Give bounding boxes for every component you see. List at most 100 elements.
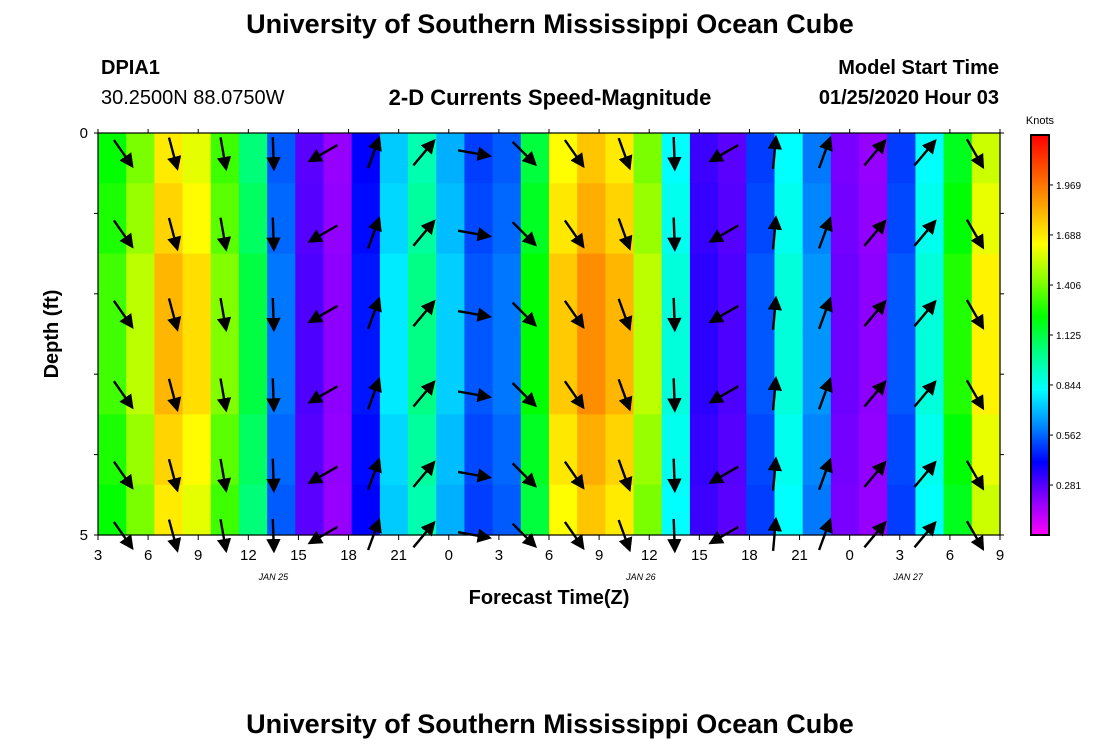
heatmap-cell [746, 183, 776, 255]
current-vector-arrow [767, 215, 783, 250]
heatmap-cell [238, 133, 268, 184]
heatmap-cell [661, 334, 691, 415]
current-vector-arrow [863, 219, 887, 247]
heatmap-cell [238, 334, 268, 415]
heatmap-cell [859, 183, 888, 255]
current-vector-arrow [863, 138, 887, 167]
heatmap-cell [238, 183, 268, 255]
heatmap-cell [182, 334, 212, 415]
heatmap-cell [549, 484, 578, 536]
current-vector-arrow [266, 217, 281, 252]
heatmap-cell [295, 253, 325, 335]
current-vector-arrow [913, 380, 937, 408]
heatmap-cell [887, 253, 917, 335]
current-vector-arrow [307, 144, 338, 163]
heatmap-cell [830, 414, 860, 486]
current-vector-arrow [965, 219, 985, 250]
heatmap-cell [830, 334, 860, 415]
heatmap-cell [746, 253, 776, 335]
heatmap-cell [633, 253, 663, 335]
heatmap-cell [887, 133, 917, 184]
heatmap-cell [154, 414, 184, 486]
x-tick-label: 0 [445, 547, 453, 564]
current-vector-arrow [617, 298, 633, 332]
current-vector-arrow [511, 140, 538, 167]
x-tick-label: 12 [240, 547, 257, 564]
heatmap-cell [633, 414, 663, 486]
y-tick-label: 0 [80, 125, 88, 142]
heatmap-cell [323, 484, 353, 536]
current-vector-arrow [112, 460, 134, 490]
date-label: JAN 26 [625, 572, 656, 582]
colorbar-label: 1.969 [1056, 181, 1081, 192]
heatmap-cell [464, 334, 494, 415]
current-vector-arrow [216, 458, 232, 493]
heatmap-cell [520, 253, 550, 335]
heatmap-cell [492, 133, 522, 184]
x-tick-label: 18 [741, 547, 758, 564]
x-tick-label: 15 [691, 547, 708, 564]
heatmap-cell [436, 484, 466, 536]
heatmap-cell [154, 334, 184, 415]
heatmap-cell [267, 484, 296, 536]
heatmap-cell [238, 253, 268, 335]
colorbar-label: 0.281 [1056, 481, 1081, 492]
colorbar-units: Knots [1026, 115, 1055, 127]
heatmap-cell [859, 484, 888, 536]
heatmap-cell [492, 334, 522, 415]
heatmap-cell [464, 183, 494, 255]
heatmap-cell [746, 334, 776, 415]
current-vector-arrow [863, 460, 887, 488]
current-vector-arrow [667, 378, 682, 413]
x-tick-label: 9 [996, 547, 1004, 564]
current-vector-arrow [457, 387, 492, 403]
heatmap-cell [408, 484, 437, 536]
heatmap-cell [182, 133, 212, 184]
heatmap-cell [718, 484, 747, 536]
current-vector-arrow [412, 138, 436, 167]
heatmap-cell [492, 183, 522, 255]
current-vector-arrow [617, 218, 633, 251]
colorbar: Knots 1.969 1.688 1.406 1.125 0.844 0.562 0.281 [1026, 115, 1081, 536]
current-vector-arrow [112, 219, 134, 249]
x-tick-label: 21 [390, 547, 407, 564]
heatmap-cell [267, 253, 296, 335]
x-tick-label: 6 [946, 547, 954, 564]
heatmap-cell [577, 484, 606, 536]
heatmap-cell [915, 334, 945, 415]
current-vector-arrow [563, 460, 585, 490]
heatmap-cell [408, 183, 437, 255]
current-vector-arrow [913, 138, 937, 167]
heatmap-cell [830, 484, 860, 536]
current-vector-arrow [457, 227, 492, 242]
current-vector-arrow [965, 299, 985, 330]
heatmap-cell [774, 183, 804, 255]
current-vector-arrow [266, 137, 281, 172]
heatmap-cell [774, 133, 804, 184]
heatmap-cell [379, 334, 409, 415]
current-vector-arrow [667, 217, 682, 252]
current-vector-arrow [112, 139, 134, 169]
heatmap-cell [351, 183, 381, 255]
x-tick-label: 18 [340, 547, 357, 564]
heatmap-cell [238, 414, 268, 486]
heatmap-cell [971, 183, 1001, 255]
heatmap-cell [182, 183, 212, 255]
heatmap-cell [379, 133, 409, 184]
heatmap-cell [98, 334, 127, 415]
heatmap-cell [746, 133, 776, 184]
heatmap-cell [323, 133, 353, 184]
heatmap-cell [915, 253, 945, 335]
heatmap-cell [830, 183, 860, 255]
y-axis: 05 [80, 125, 1004, 544]
page-title: University of Southern Mississippi Ocean… [246, 9, 854, 39]
current-vector-arrow [708, 385, 739, 404]
current-vector-arrow [817, 296, 833, 330]
station-id: DPIA1 [101, 57, 160, 79]
current-vector-arrow [511, 382, 538, 408]
heatmap-cell [267, 414, 296, 486]
heatmap-cell [943, 484, 973, 536]
heatmap-cell [126, 414, 155, 486]
heatmap-cell [802, 334, 832, 415]
current-vector-arrow [667, 458, 682, 494]
